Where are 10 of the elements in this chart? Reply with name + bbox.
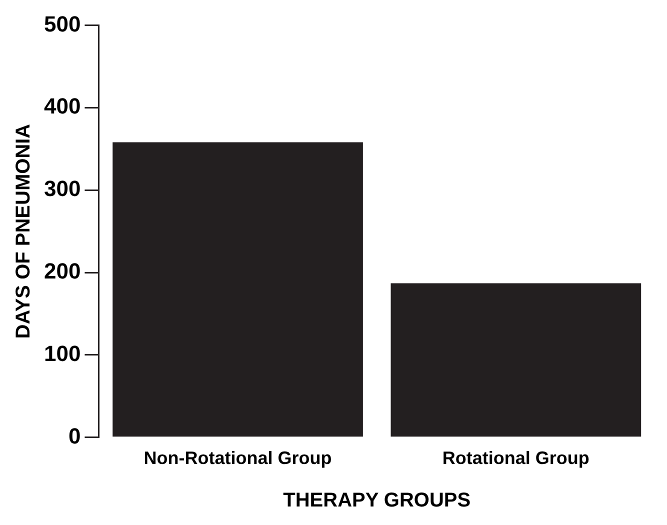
x-axis-title: THERAPY GROUPS: [283, 490, 471, 512]
y-axis-title: DAYS OF PNEUMONIA: [12, 124, 35, 339]
y-tick-label: 200: [44, 258, 81, 284]
y-tick-label: 500: [44, 11, 81, 36]
y-tick-label: 0: [68, 423, 81, 448]
y-tick-label: 100: [44, 341, 81, 366]
y-tick-label: 400: [44, 94, 81, 119]
x-tick-label: Rotational Group: [442, 448, 590, 468]
y-tick-label: 300: [44, 176, 81, 202]
x-tick-label: Non-Rotational Group: [144, 448, 332, 468]
